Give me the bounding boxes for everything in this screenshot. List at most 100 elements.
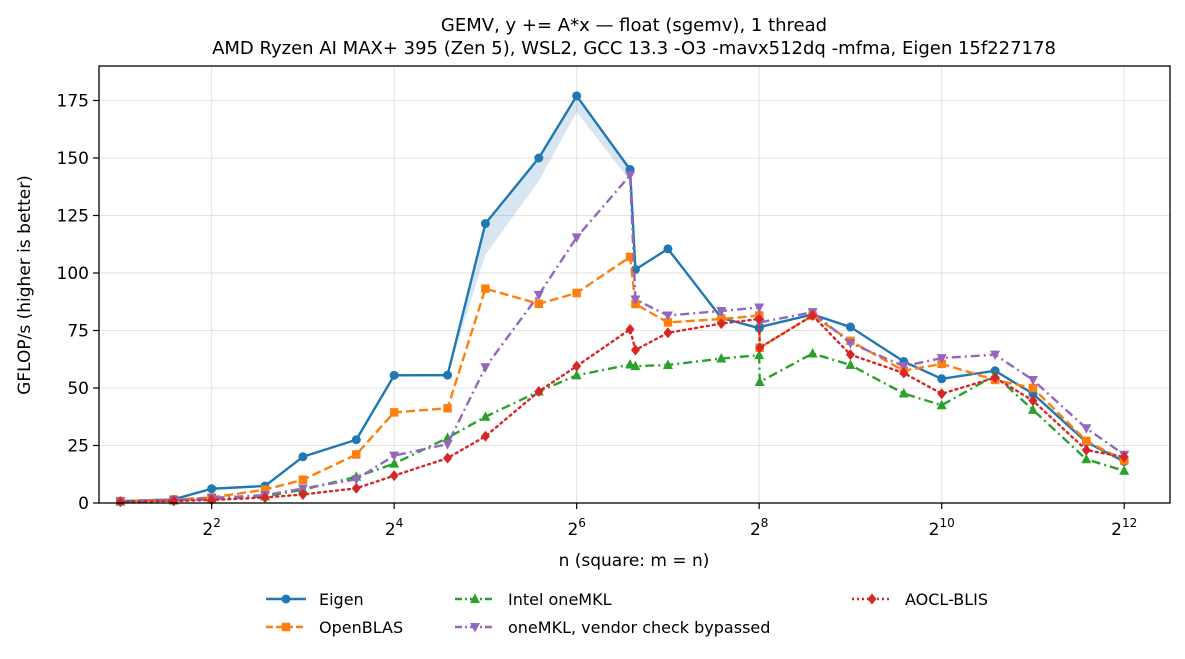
- data-point: [625, 171, 636, 181]
- data-point: [630, 344, 640, 356]
- data-point: [1081, 444, 1091, 456]
- data-point: [937, 374, 947, 384]
- data-point: [1119, 451, 1129, 463]
- data-point: [442, 440, 453, 450]
- data-point: [936, 354, 947, 364]
- data-point: [533, 290, 544, 301]
- data-point: [443, 403, 452, 413]
- x-tick-label: 26: [567, 516, 585, 540]
- data-point: [389, 370, 399, 380]
- data-point: [808, 310, 818, 322]
- data-point: [572, 288, 581, 298]
- legend-entry: OpenBLAS: [266, 618, 403, 637]
- x-tick-label: 212: [1111, 516, 1137, 540]
- data-point: [867, 593, 877, 605]
- data-point: [755, 342, 765, 354]
- data-point: [442, 432, 453, 442]
- data-point: [1027, 375, 1038, 386]
- y-tick-label: 125: [57, 207, 89, 227]
- y-axis-ticks: 0 25 50 75 100 125 150 175: [57, 92, 99, 514]
- data-point: [754, 376, 765, 387]
- data-point: [1027, 404, 1038, 414]
- data-point: [716, 353, 727, 363]
- data-point: [662, 311, 673, 322]
- data-point: [1119, 465, 1130, 475]
- data-point: [207, 484, 217, 494]
- data-point: [990, 350, 1001, 361]
- data-point: [625, 252, 635, 262]
- data-point: [716, 306, 727, 317]
- data-point: [298, 488, 308, 500]
- data-point: [990, 372, 1000, 384]
- data-point: [845, 339, 856, 349]
- data-point: [481, 284, 490, 293]
- data-point: [470, 593, 480, 603]
- x-axis-ticks: 22 24 26 28 210 212: [202, 503, 1137, 540]
- legend-entry: Eigen: [266, 590, 364, 609]
- x-axis-label: n (square: m = n): [559, 551, 710, 571]
- eigen-variance-band: [447, 95, 631, 376]
- y-tick-label: 75: [67, 322, 89, 342]
- data-point: [298, 475, 308, 485]
- data-point: [470, 623, 480, 633]
- data-point: [351, 482, 361, 494]
- data-point: [534, 299, 544, 309]
- y-tick-label: 0: [78, 494, 89, 514]
- data-point: [572, 91, 582, 101]
- data-point: [716, 318, 726, 330]
- data-point: [936, 399, 947, 410]
- data-point: [480, 430, 490, 442]
- data-point: [662, 359, 673, 369]
- data-point: [115, 496, 125, 508]
- data-point: [389, 470, 399, 482]
- y-tick-label: 150: [57, 149, 89, 169]
- data-point: [898, 362, 909, 372]
- legend-label: Intel oneMKL: [508, 590, 612, 609]
- data-point: [937, 388, 947, 400]
- data-point: [480, 363, 491, 373]
- x-tick-label: 22: [202, 516, 220, 540]
- data-point: [351, 475, 362, 485]
- legend-label: OpenBLAS: [319, 618, 403, 637]
- data-point: [572, 360, 582, 372]
- chart-subtitle: AMD Ryzen AI MAX+ 395 (Zen 5), WSL2, GCC…: [212, 38, 1056, 59]
- data-point: [937, 359, 946, 369]
- data-point: [1082, 436, 1091, 446]
- data-point: [351, 435, 361, 445]
- data-point: [845, 359, 856, 369]
- data-point: [845, 322, 855, 332]
- data-point: [389, 451, 400, 462]
- data-point: [898, 388, 909, 398]
- confidence-bands: [447, 95, 631, 376]
- data-point: [630, 295, 641, 305]
- data-point: [534, 385, 544, 397]
- x-tick-label: 24: [385, 516, 403, 540]
- data-point: [663, 318, 673, 327]
- y-axis-label: GFLOP/s (higher is better): [15, 175, 35, 395]
- data-point: [899, 367, 909, 379]
- series-aocl-blis: [115, 310, 1129, 508]
- data-point: [169, 495, 179, 507]
- legend-entry: oneMKL, vendor check bypassed: [455, 618, 770, 637]
- data-point: [1081, 453, 1092, 464]
- data-point: [754, 349, 765, 360]
- data-point: [571, 369, 582, 380]
- y-tick-label: 50: [67, 379, 89, 399]
- data-point: [389, 458, 400, 468]
- data-point: [534, 153, 544, 163]
- data-point: [1028, 395, 1038, 407]
- data-point: [845, 349, 855, 361]
- x-tick-label: 210: [929, 516, 955, 540]
- data-point: [571, 233, 582, 243]
- y-tick-label: 100: [57, 264, 89, 284]
- y-tick-label: 175: [57, 92, 89, 112]
- data-point: [625, 323, 635, 335]
- data-point: [443, 370, 453, 380]
- data-point: [663, 244, 673, 254]
- plot-area-frame: [98, 65, 1171, 504]
- legend-label: AOCL-BLIS: [905, 590, 988, 609]
- data-point: [754, 303, 765, 313]
- legend-label: Eigen: [319, 590, 364, 609]
